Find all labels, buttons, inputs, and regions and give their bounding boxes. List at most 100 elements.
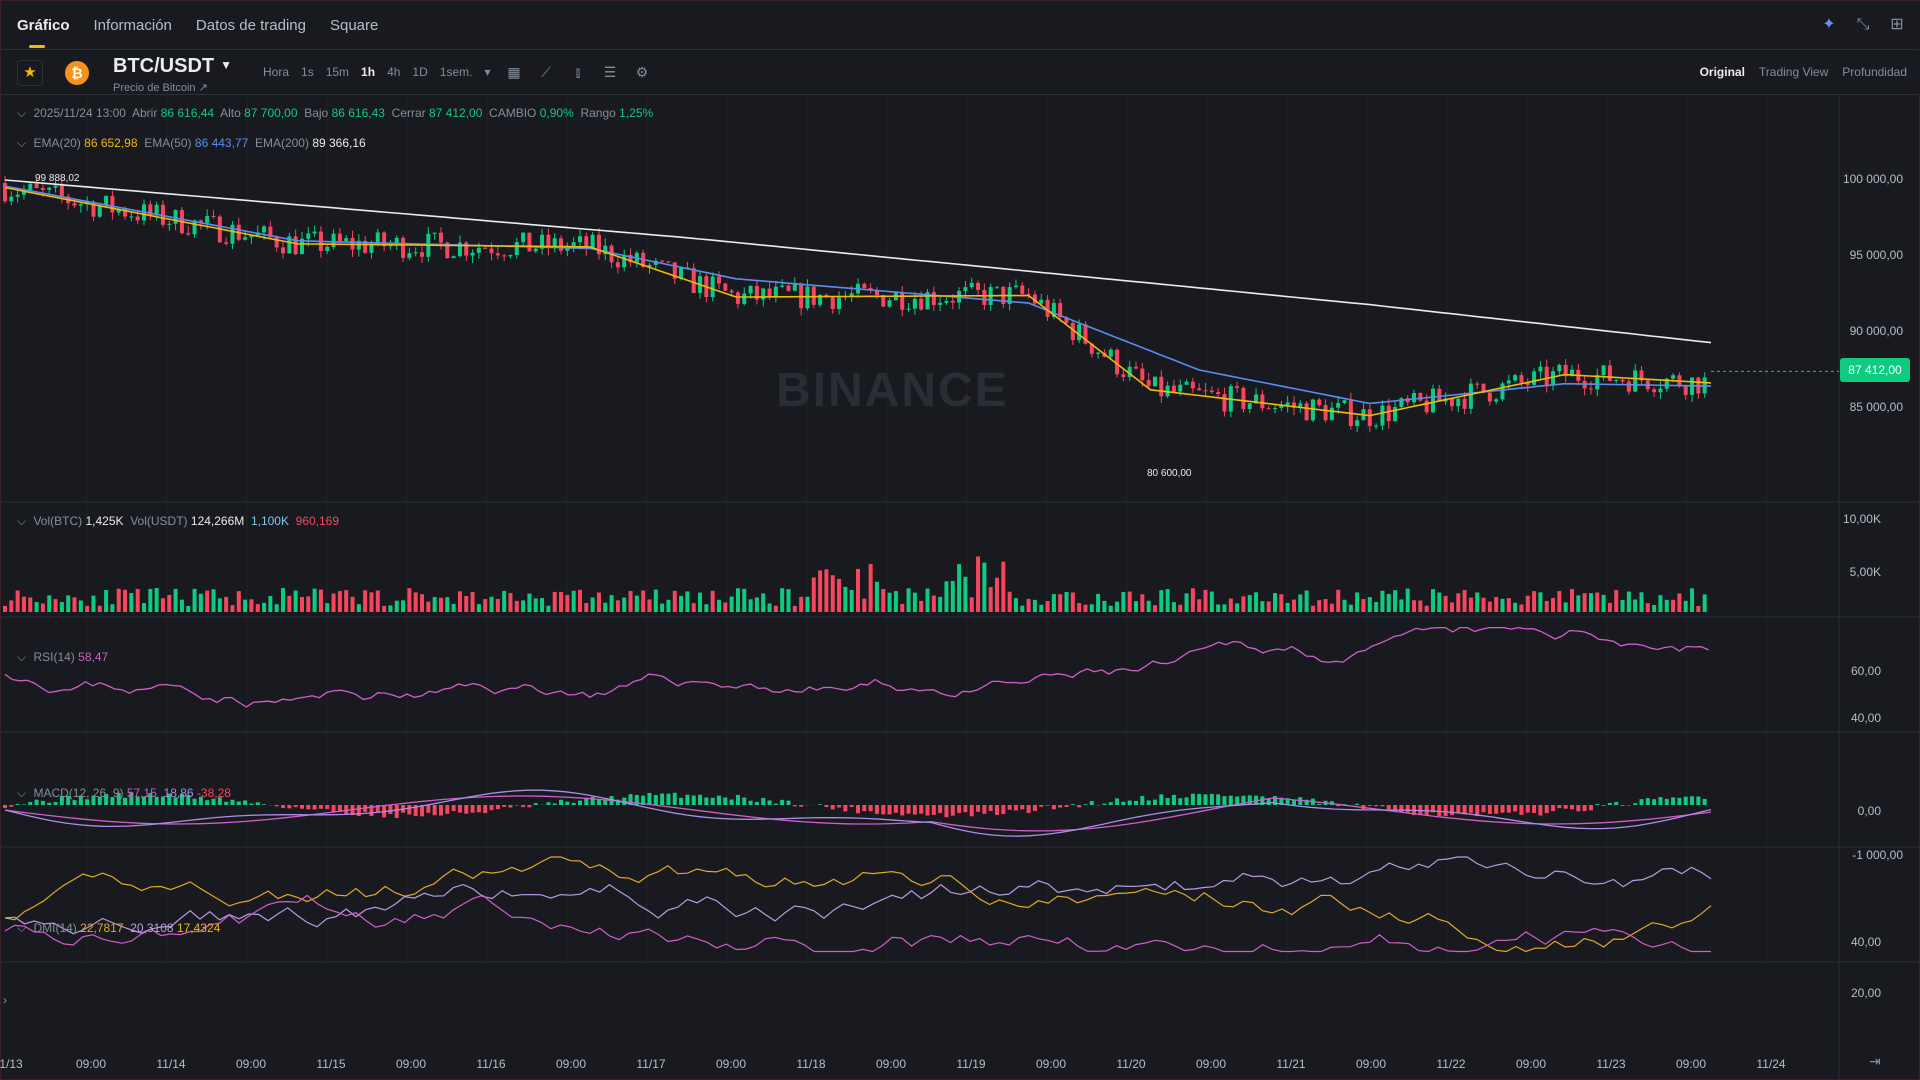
chart-canvas[interactable] bbox=[1, 96, 1920, 1080]
interval-1sem[interactable]: 1sem. bbox=[439, 65, 473, 79]
settings-list-icon[interactable]: ☰ bbox=[603, 64, 617, 80]
candle-body bbox=[1247, 403, 1252, 409]
settings-icon[interactable]: ⚙ bbox=[635, 64, 649, 80]
volume-bar bbox=[571, 590, 576, 612]
macd-histogram-bar bbox=[1317, 803, 1322, 805]
candle-body bbox=[1216, 392, 1221, 395]
candle-type-icon[interactable]: ⫾ bbox=[575, 64, 581, 80]
volume-bar bbox=[1386, 593, 1391, 612]
collapse-chevron-icon[interactable]: ⌵ bbox=[17, 106, 27, 120]
volume-bar bbox=[1595, 592, 1600, 612]
candle-body bbox=[615, 262, 620, 268]
volume-bar bbox=[622, 597, 627, 612]
view-original[interactable]: Original bbox=[1699, 65, 1745, 79]
volume-bar bbox=[179, 599, 184, 612]
candle-body bbox=[337, 233, 342, 241]
calendar-icon[interactable]: ▦ bbox=[507, 64, 521, 80]
candle-body bbox=[1652, 389, 1657, 393]
tab-trading-data[interactable]: Datos de trading bbox=[195, 17, 306, 34]
candle-body bbox=[786, 285, 791, 291]
pair-subtitle-link[interactable]: Precio de Bitcoin ↗ bbox=[113, 82, 208, 94]
volume-bar bbox=[123, 589, 128, 612]
dmi-axis-label: 20,00 bbox=[1850, 986, 1881, 1000]
macd-histogram-bar bbox=[369, 805, 374, 817]
interval-1h[interactable]: 1h bbox=[361, 65, 376, 79]
macd-histogram-bar bbox=[148, 793, 153, 805]
macd-histogram-bar bbox=[1645, 798, 1650, 805]
volume-bar bbox=[293, 590, 298, 612]
candle-body bbox=[1355, 420, 1360, 426]
scroll-left-icon[interactable]: › bbox=[3, 993, 7, 1007]
tab-information[interactable]: Información bbox=[93, 17, 172, 34]
macd-histogram-bar bbox=[1405, 805, 1410, 813]
macd-histogram-bar bbox=[982, 805, 987, 814]
star-icon[interactable]: ★ bbox=[17, 60, 43, 86]
candle-body bbox=[1266, 408, 1271, 410]
macd-histogram-bar bbox=[843, 805, 848, 812]
candle-body bbox=[1595, 375, 1600, 390]
macd-histogram-bar bbox=[969, 805, 974, 817]
interval-1s[interactable]: 1s bbox=[301, 65, 314, 79]
candle-body bbox=[1500, 383, 1505, 400]
macd-histogram-bar bbox=[691, 795, 696, 805]
tab-chart[interactable]: Gráfico bbox=[17, 1, 70, 50]
volume-bar bbox=[148, 588, 153, 612]
volume-bar bbox=[28, 597, 33, 612]
candle-body bbox=[1494, 399, 1499, 402]
macd-histogram-bar bbox=[198, 796, 203, 805]
collapse-chevron-icon[interactable]: ⌵ bbox=[17, 650, 27, 664]
chart-area[interactable]: BINANCE ⌵ 2025/11/24 13:00 Abrir 86 616,… bbox=[0, 96, 1920, 1080]
volume-bar bbox=[603, 602, 608, 612]
volume-bar bbox=[186, 605, 191, 612]
scroll-to-latest-icon[interactable]: ⇥ bbox=[1869, 1053, 1881, 1069]
interval-hora[interactable]: Hora bbox=[263, 65, 290, 79]
volume-bar bbox=[1134, 601, 1139, 612]
macd-histogram-bar bbox=[1658, 797, 1663, 805]
macd-histogram-bar bbox=[1216, 794, 1221, 805]
time-axis-label: 11/24 bbox=[1756, 1057, 1786, 1071]
volume-bar bbox=[843, 586, 848, 612]
macd-label: MACD(12, 26, 9) bbox=[33, 786, 124, 800]
candle-body bbox=[1096, 352, 1101, 354]
macd-histogram-bar bbox=[312, 805, 317, 810]
interval-dropdown-icon[interactable]: ▾ bbox=[484, 65, 491, 79]
volume-bar bbox=[287, 595, 292, 612]
volume-bar bbox=[1588, 593, 1593, 612]
volume-bar bbox=[912, 592, 917, 612]
candle-body bbox=[729, 290, 734, 293]
macd-histogram-bar bbox=[255, 802, 260, 805]
volume-bar bbox=[1241, 596, 1246, 612]
time-axis-label: 09:00 bbox=[875, 1057, 907, 1071]
view-trading-view[interactable]: Trading View bbox=[1758, 65, 1829, 79]
candle-body bbox=[1032, 294, 1037, 304]
volume-bar bbox=[1430, 589, 1435, 612]
candle-body bbox=[1671, 375, 1676, 379]
time-axis-label: 11/14 bbox=[156, 1057, 186, 1071]
macd-histogram-bar bbox=[944, 805, 949, 818]
collapse-chevron-icon[interactable]: ⌵ bbox=[17, 786, 27, 800]
candle-body bbox=[1456, 398, 1461, 407]
indicator-icon[interactable]: ⟋ bbox=[541, 64, 551, 80]
interval-15m[interactable]: 15m bbox=[325, 65, 350, 79]
pair-selector[interactable]: BTC/USDT ▼ bbox=[113, 55, 232, 78]
candle-body bbox=[438, 232, 443, 243]
collapse-chevron-icon[interactable]: ⌵ bbox=[17, 921, 27, 935]
interval-1d[interactable]: 1D bbox=[412, 65, 428, 79]
volume-bar bbox=[281, 588, 286, 612]
view-depth[interactable]: Profundidad bbox=[1842, 65, 1907, 79]
sparkle-icon[interactable]: ✦ bbox=[1822, 16, 1836, 33]
tab-square[interactable]: Square bbox=[329, 17, 379, 34]
candle-body bbox=[299, 238, 304, 255]
macd-histogram-bar bbox=[1241, 795, 1246, 805]
macd-histogram-bar bbox=[995, 805, 1000, 815]
interval-4h[interactable]: 4h bbox=[387, 65, 401, 79]
volume-bar bbox=[824, 569, 829, 612]
collapse-icon[interactable]: ⤡ bbox=[1856, 16, 1870, 33]
collapse-chevron-icon[interactable]: ⌵ bbox=[17, 136, 27, 150]
grid-icon[interactable]: ⊞ bbox=[1890, 16, 1904, 33]
macd-histogram-bar bbox=[476, 805, 481, 813]
macd-histogram-bar bbox=[1209, 793, 1214, 805]
collapse-chevron-icon[interactable]: ⌵ bbox=[17, 514, 27, 528]
macd-histogram-bar bbox=[457, 805, 462, 813]
